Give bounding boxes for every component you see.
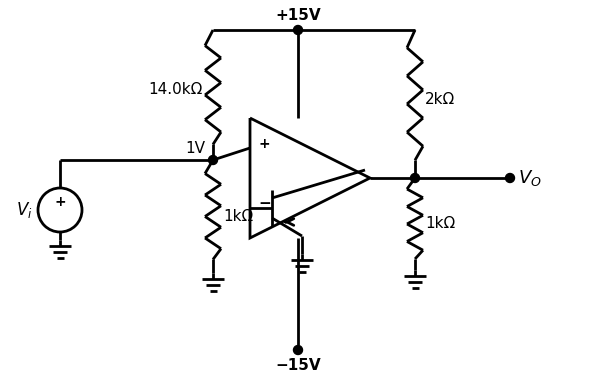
Circle shape — [293, 345, 303, 355]
Text: +: + — [258, 137, 270, 151]
Text: 1kΩ: 1kΩ — [425, 217, 455, 231]
Text: 1kΩ: 1kΩ — [223, 209, 253, 224]
Text: $V_i$: $V_i$ — [17, 200, 33, 220]
Text: 1V: 1V — [185, 141, 205, 156]
Text: $V_O$: $V_O$ — [518, 168, 542, 188]
Circle shape — [293, 25, 303, 34]
Text: −15V: −15V — [275, 358, 321, 373]
Text: 2kΩ: 2kΩ — [425, 91, 455, 107]
Circle shape — [411, 174, 419, 183]
Text: 14.0kΩ: 14.0kΩ — [149, 82, 203, 98]
Text: +15V: +15V — [275, 8, 321, 23]
Circle shape — [208, 155, 218, 164]
Circle shape — [506, 174, 514, 183]
Text: −: − — [258, 197, 271, 212]
Text: +: + — [54, 195, 66, 209]
